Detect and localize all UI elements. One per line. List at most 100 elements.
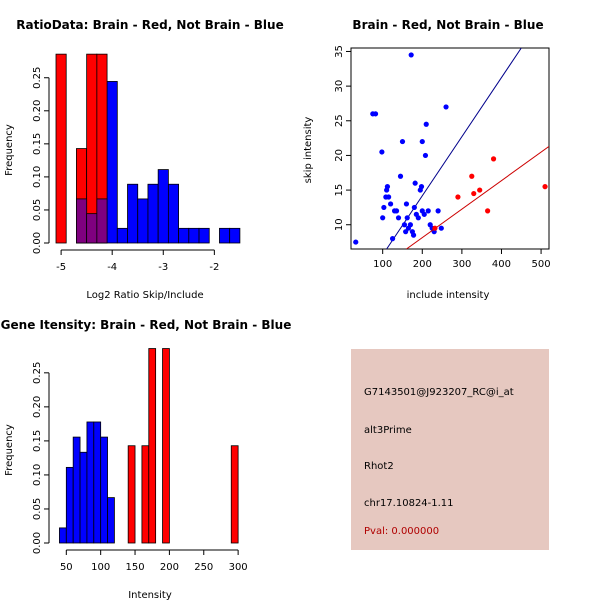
gene-bar-not-brain-0 [59, 527, 67, 544]
scatter-y-tick-label-2: 20 [334, 149, 345, 162]
scatter-point-not-brain-34 [421, 211, 427, 217]
scatter-point-brain-3 [471, 190, 477, 197]
scatter-point-not-brain-27 [412, 180, 418, 186]
gene-bar-not-brain-4 [86, 421, 95, 544]
scatter-point-not-brain-31 [418, 184, 425, 190]
scatter-point-not-brain-5 [381, 204, 387, 211]
scatter-point-brain-4 [477, 187, 483, 193]
scatter-point-not-brain-41 [435, 208, 441, 214]
scatter-point-not-brain-4 [380, 215, 386, 221]
scatter-x-tick-label-0: 100 [373, 259, 392, 270]
ratio-bar-not-brain-5 [127, 183, 139, 244]
ratio-x-tick-label-3: -2 [209, 262, 219, 273]
scatter-point-not-brain-10 [388, 201, 394, 207]
scatter-point-not-brain-29 [415, 215, 421, 221]
ratio-y-tick-label-4: 0.20 [32, 100, 43, 122]
ratio-bars [55, 53, 241, 244]
ratio-y-tick-label-0: 0.00 [32, 232, 43, 254]
scatter-point-not-brain-18 [403, 229, 409, 235]
ratio-bar-overlap-0 [76, 198, 88, 244]
gene-y-tick-label-2: 0.10 [32, 464, 43, 486]
scatter-point-brain-6 [490, 156, 497, 162]
scatter-marks [353, 48, 549, 249]
scatter-fit-line-not-brain [386, 48, 522, 249]
scatter-point-not-brain-23 [408, 52, 414, 58]
gene-y-tick-label-1: 0.05 [32, 498, 43, 520]
scatter-point-not-brain-25 [410, 232, 417, 238]
gene-bar-brain-2 [148, 348, 157, 544]
scatter-point-not-brain-11 [389, 236, 396, 242]
gene-bar-brain-4 [230, 445, 239, 544]
ratio-chart-title: RatioData: Brain - Red, Not Brain - Blue [16, 18, 283, 32]
ratio-histogram: RatioData: Brain - Red, Not Brain - Blue… [4, 18, 284, 301]
p-value: Pval: 0.000000 [364, 526, 440, 537]
scatter-x-axis-label: include intensity [407, 290, 490, 301]
gene-x-tick-label-3: 200 [160, 562, 179, 573]
ratio-x-tick-label-1: -4 [107, 262, 117, 273]
scatter-point-brain-0 [432, 225, 438, 231]
gene-bars [59, 348, 239, 544]
scatter-point-not-brain-36 [423, 121, 429, 127]
scatter-point-not-brain-20 [404, 215, 410, 221]
ratio-y-tick-label-1: 0.05 [32, 199, 43, 221]
scatter-x-tick-label-3: 400 [492, 259, 511, 270]
ratio-bar-not-brain-9 [167, 183, 179, 244]
scatter-point-brain-5 [485, 208, 491, 214]
ratio-y-tick-label-2: 0.10 [32, 166, 43, 188]
scatter-point-brain-2 [469, 173, 475, 179]
gene-x-tick-label-2: 150 [125, 562, 144, 573]
scatter-y-axis: 10 15 20 25 30 35 [334, 45, 351, 231]
gene-bar-not-brain-5 [93, 421, 102, 544]
gene-symbol: Rhot2 [364, 461, 394, 472]
ratio-bar-not-brain-6 [137, 198, 149, 244]
ratio-bar-not-brain-13 [219, 227, 231, 244]
scatter-point-not-brain-35 [422, 152, 429, 159]
scatter-x-tick-label-1: 200 [413, 259, 432, 270]
ratio-bar-not-brain-10 [178, 227, 190, 244]
scatter-point-not-brain-8 [384, 184, 391, 190]
gene-x-tick-label-5: 300 [229, 562, 248, 573]
gene-bar-not-brain-7 [107, 497, 115, 544]
gene-x-tick-label-0: 50 [60, 562, 73, 573]
scatter-y-tick-label-1: 15 [334, 184, 345, 197]
scatter-y-tick-label-4: 30 [334, 80, 345, 93]
probe-id: G7143501@J923207_RC@i_at [364, 387, 514, 398]
gene-bar-brain-1 [141, 445, 150, 544]
ratio-bar-brain-0 [55, 53, 67, 244]
scatter-point-not-brain-26 [411, 204, 417, 211]
gene-bar-not-brain-6 [100, 436, 108, 544]
ratio-x-tick-label-2: -3 [158, 262, 168, 273]
event-type: alt3Prime [364, 425, 412, 436]
ratio-bar-not-brain-7 [147, 183, 159, 244]
gene-y-tick-label-3: 0.15 [32, 430, 43, 452]
gene-bar-not-brain-1 [65, 466, 74, 544]
ratio-bar-overlap-1 [86, 213, 98, 244]
ratio-bar-not-brain-11 [188, 227, 200, 244]
ratio-bar-overlap-2 [96, 198, 108, 244]
scatter-point-not-brain-15 [397, 173, 404, 179]
scatter-point-not-brain-0 [353, 239, 359, 245]
scatter-plot-area [353, 48, 549, 249]
scatter-x-tick-label-2: 300 [452, 259, 471, 270]
ratio-bar-not-brain-12 [198, 227, 210, 244]
gene-bar-not-brain-3 [79, 451, 88, 544]
genomic-location: chr17.10824-1.11 [364, 498, 454, 509]
gene-y-tick-label-0: 0.00 [32, 532, 43, 554]
scatter-point-not-brain-37 [425, 208, 431, 214]
ratio-y-axis: 0.00 0.05 0.10 0.15 0.20 0.25 [32, 67, 50, 254]
scatter-chart-title: Brain - Red, Not Brain - Blue [352, 18, 543, 32]
gene-bar-not-brain-2 [72, 436, 81, 544]
scatter-point-not-brain-13 [393, 208, 400, 214]
scatter-point-not-brain-2 [372, 111, 379, 117]
scatter-point-not-brain-19 [403, 201, 410, 207]
gene-y-axis-label: Frequency [4, 424, 15, 476]
gene-x-tick-label-4: 250 [194, 562, 213, 573]
gene-intensity-histogram: Gene Itensity: Brain - Red, Not Brain - … [1, 318, 292, 600]
scatter-point-brain-1 [455, 194, 461, 200]
gene-x-tick-label-1: 100 [91, 562, 110, 573]
scatter-point-not-brain-43 [443, 104, 449, 110]
gene-bar-brain-3 [162, 348, 170, 544]
gene-chart-title: Gene Itensity: Brain - Red, Not Brain - … [1, 318, 292, 332]
scatter-y-tick-label-5: 35 [334, 45, 345, 58]
